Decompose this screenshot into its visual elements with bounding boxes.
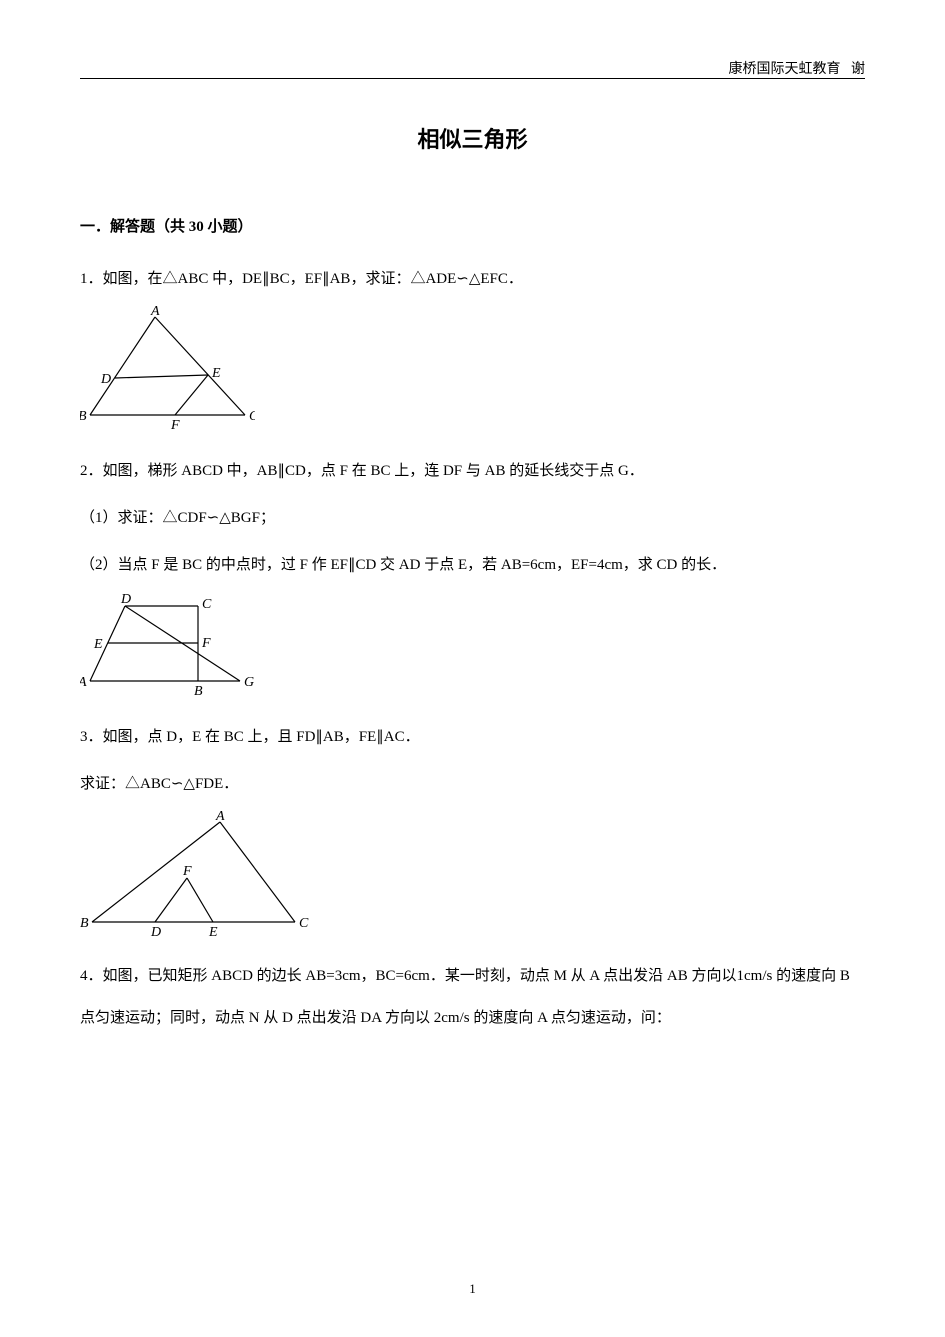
svg-text:A: A [215, 810, 225, 824]
svg-text:E: E [211, 366, 221, 381]
svg-text:A: A [80, 675, 87, 690]
question-2: 2．如图，梯形 ABCD 中，AB∥CD，点 F 在 BC 上，连 DF 与 A… [80, 450, 865, 492]
svg-text:F: F [182, 864, 192, 879]
question-3: 3．如图，点 D，E 在 BC 上，且 FD∥AB，FE∥AC． [80, 716, 865, 758]
author-text: 谢 [851, 62, 865, 77]
question-3-prove: 求证：△ABC∽△FDE． [80, 763, 865, 805]
section-header: 一．解答题（共 30 小题） [80, 206, 865, 248]
svg-text:F: F [170, 418, 180, 433]
svg-text:A: A [150, 305, 160, 319]
svg-text:C: C [202, 597, 212, 612]
svg-text:E: E [93, 637, 103, 652]
figure-1: A B C D E F [80, 305, 865, 435]
question-4: 4．如图，已知矩形 ABCD 的边长 AB=3cm，BC=6cm．某一时刻，动点… [80, 955, 865, 1039]
trapezoid-figure: A B G D C E F [80, 591, 255, 701]
svg-text:F: F [201, 636, 211, 651]
svg-text:E: E [208, 925, 218, 940]
question-2-1: （1）求证：△CDF∽△BGF； [80, 497, 865, 539]
svg-text:G: G [244, 675, 254, 690]
svg-text:D: D [150, 925, 161, 940]
figure-3: A B C D E F [80, 810, 865, 940]
figure-2: A B G D C E F [80, 591, 865, 701]
question-1: 1．如图，在△ABC 中，DE∥BC，EF∥AB，求证：△ADE∽△EFC． [80, 258, 865, 300]
svg-text:D: D [120, 592, 131, 607]
svg-text:B: B [194, 684, 203, 699]
svg-text:C: C [249, 409, 255, 424]
triangle-figure-1: A B C D E F [80, 305, 255, 435]
svg-text:D: D [100, 372, 111, 387]
page-number: 1 [469, 1271, 476, 1307]
svg-text:C: C [299, 916, 309, 931]
header-org: 康桥国际天虹教育 谢 [729, 50, 866, 89]
question-2-2: （2）当点 F 是 BC 的中点时，过 F 作 EF∥CD 交 AD 于点 E，… [80, 544, 865, 586]
org-text: 康桥国际天虹教育 [729, 62, 841, 77]
page-title: 相似三角形 [80, 109, 865, 171]
svg-text:B: B [80, 916, 89, 931]
triangle-figure-3: A B C D E F [80, 810, 310, 940]
svg-text:B: B [80, 409, 87, 424]
